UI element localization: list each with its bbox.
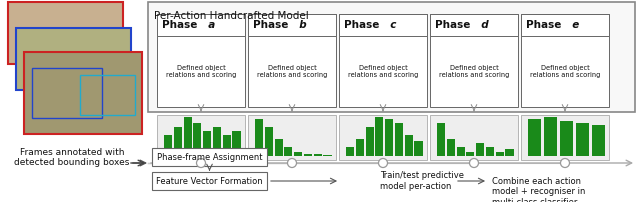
Bar xyxy=(304,154,312,156)
Bar xyxy=(467,152,474,156)
Text: Feature Vector Formation: Feature Vector Formation xyxy=(156,177,263,185)
Bar xyxy=(521,14,609,36)
Bar xyxy=(576,123,589,156)
Bar xyxy=(323,155,332,156)
Bar xyxy=(521,115,609,160)
Bar xyxy=(506,149,514,156)
Text: Phase: Phase xyxy=(344,20,383,30)
Bar xyxy=(356,139,364,156)
Circle shape xyxy=(561,159,570,167)
Bar xyxy=(232,131,241,156)
Text: Per-Action Handcrafted Model: Per-Action Handcrafted Model xyxy=(154,11,308,21)
Bar xyxy=(430,14,518,107)
Text: Defined object
relations and scoring: Defined object relations and scoring xyxy=(348,65,418,78)
Bar xyxy=(521,14,609,107)
Bar xyxy=(544,117,557,156)
Bar xyxy=(447,139,455,156)
Bar xyxy=(157,14,245,36)
Text: Defined object
relations and scoring: Defined object relations and scoring xyxy=(439,65,509,78)
Text: d: d xyxy=(474,20,488,30)
Text: Defined object
relations and scoring: Defined object relations and scoring xyxy=(530,65,600,78)
Bar xyxy=(591,125,605,156)
Bar xyxy=(314,154,322,156)
Text: Train/test predictive
model per-action: Train/test predictive model per-action xyxy=(380,171,464,191)
Bar xyxy=(255,119,263,156)
Bar xyxy=(339,14,427,36)
Bar xyxy=(164,135,172,156)
Bar xyxy=(203,131,211,156)
Bar xyxy=(16,28,131,90)
Text: e: e xyxy=(565,20,579,30)
Bar xyxy=(8,2,123,64)
Bar xyxy=(248,14,336,36)
Text: Phase: Phase xyxy=(435,20,474,30)
Text: a: a xyxy=(201,20,215,30)
Bar xyxy=(24,52,142,134)
Bar xyxy=(248,115,336,160)
Bar xyxy=(560,121,573,156)
Text: b: b xyxy=(292,20,307,30)
Bar xyxy=(157,14,245,107)
Text: Defined object
relations and scoring: Defined object relations and scoring xyxy=(257,65,327,78)
Bar xyxy=(528,119,541,156)
Bar xyxy=(80,75,135,115)
Circle shape xyxy=(378,159,387,167)
Bar xyxy=(430,115,518,160)
Bar xyxy=(174,127,182,156)
Bar xyxy=(275,139,283,156)
Bar xyxy=(376,117,383,156)
Text: Frames annotated with
detected bounding boxes: Frames annotated with detected bounding … xyxy=(14,148,130,167)
Bar xyxy=(476,143,484,156)
Text: Phase: Phase xyxy=(253,20,292,30)
Bar xyxy=(148,2,635,112)
Text: c: c xyxy=(383,20,396,30)
Bar xyxy=(486,147,494,156)
Text: Phase: Phase xyxy=(162,20,201,30)
Bar xyxy=(339,14,427,107)
Circle shape xyxy=(287,159,296,167)
Bar xyxy=(152,172,267,190)
Bar xyxy=(430,14,518,36)
Bar xyxy=(284,147,292,156)
Bar xyxy=(437,123,445,156)
Bar xyxy=(456,147,465,156)
Bar xyxy=(365,127,374,156)
Circle shape xyxy=(196,159,205,167)
Bar xyxy=(415,141,422,156)
Text: Phase: Phase xyxy=(526,20,565,30)
Bar xyxy=(193,123,202,156)
Bar xyxy=(248,14,336,107)
Bar xyxy=(395,123,403,156)
Bar xyxy=(223,135,231,156)
Text: Defined object
relations and scoring: Defined object relations and scoring xyxy=(166,65,236,78)
Bar xyxy=(213,127,221,156)
Bar xyxy=(157,115,245,160)
Circle shape xyxy=(470,159,479,167)
Bar xyxy=(32,68,102,118)
Bar xyxy=(265,127,273,156)
Bar xyxy=(184,117,192,156)
Bar xyxy=(404,135,413,156)
Text: Phase-frame Assignment: Phase-frame Assignment xyxy=(157,153,262,162)
Bar xyxy=(339,115,427,160)
Bar xyxy=(385,119,393,156)
Text: Combine each action
model + recogniser in
multi-class classifier: Combine each action model + recogniser i… xyxy=(492,177,586,202)
Bar xyxy=(496,152,504,156)
Bar xyxy=(346,147,354,156)
Bar xyxy=(152,148,267,166)
Bar xyxy=(294,152,302,156)
